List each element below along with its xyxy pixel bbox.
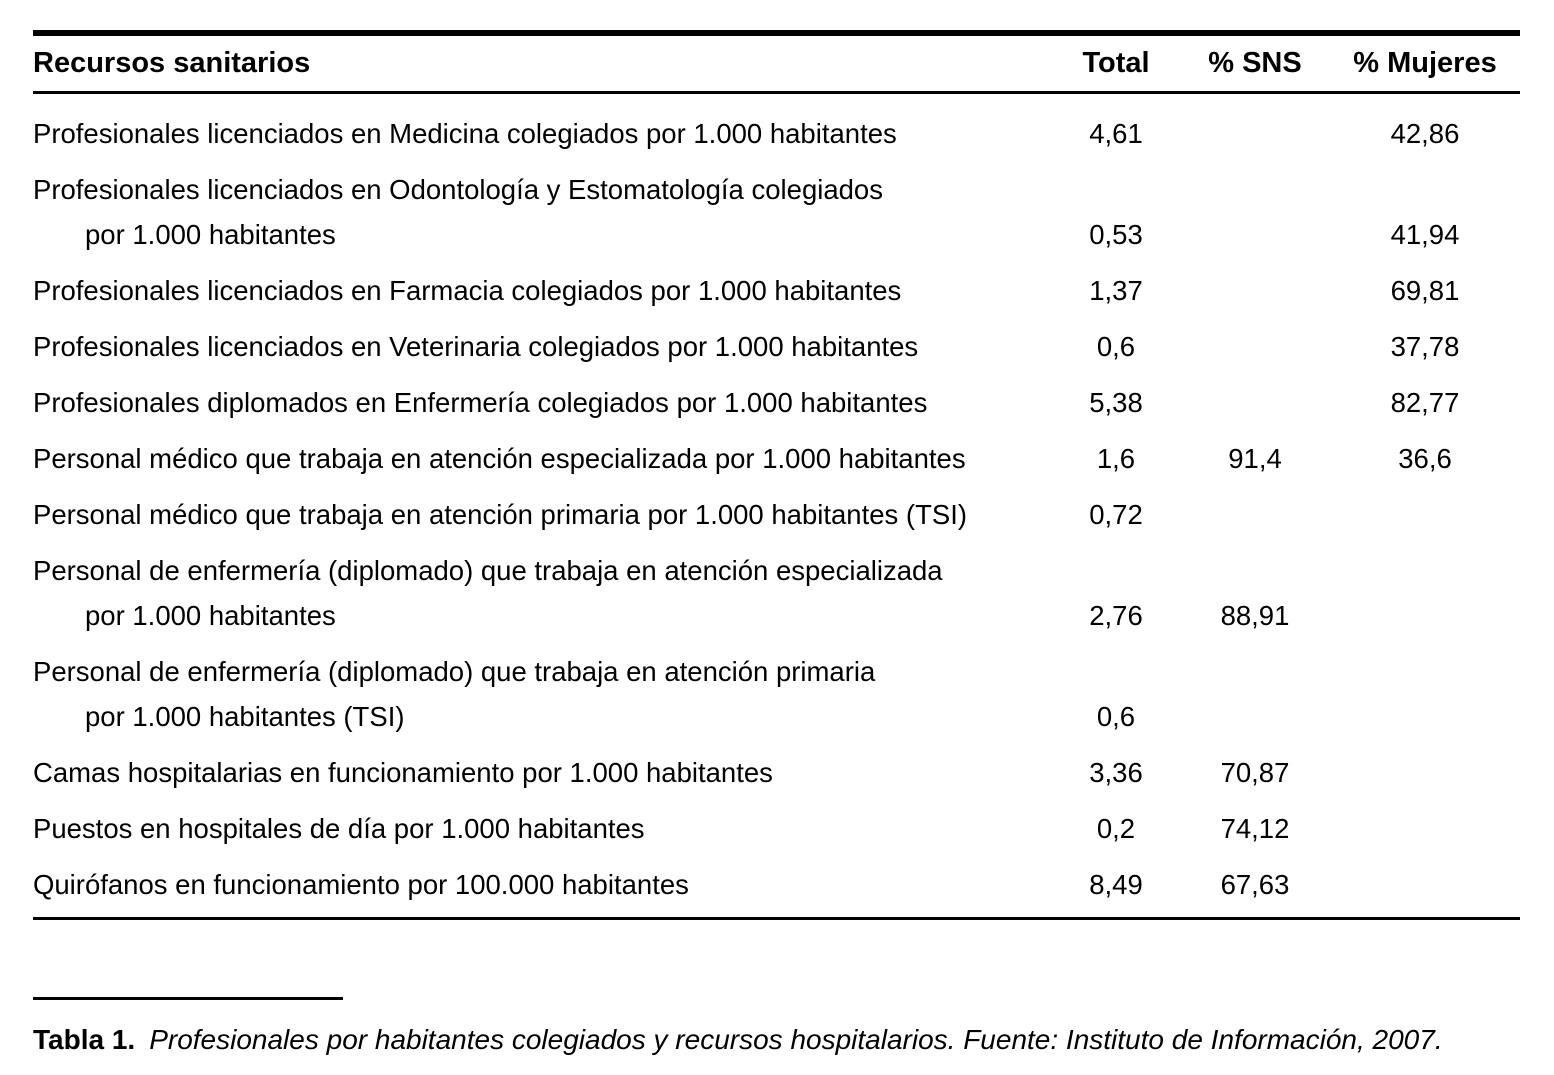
- row-sns-value: 91,4: [1228, 443, 1282, 474]
- row-mujeres-value: 36,6: [1398, 443, 1452, 474]
- row-label-continuation: por 1.000 habitantes (TSI): [85, 701, 405, 732]
- row-sns-value: 74,12: [1220, 813, 1290, 844]
- table-row: Camas hospitalarias en funcionamiento po…: [33, 739, 1520, 795]
- row-mujeres-value: 41,94: [1390, 219, 1460, 250]
- table-caption: Tabla 1. Profesionales por habitantes col…: [33, 1022, 1520, 1058]
- row-label-line: Personal de enfermería (diplomado) que t…: [33, 656, 876, 687]
- row-total-value: 3,36: [1089, 757, 1143, 788]
- row-total-value: 0,2: [1096, 813, 1136, 844]
- row-label: Profesionales licenciados en Medicina co…: [33, 111, 1052, 156]
- row-total-value: 4,61: [1089, 118, 1143, 149]
- caption-text: Profesionales por habitantes colegiados …: [149, 1024, 1443, 1055]
- column-header-total: Total: [1082, 47, 1150, 79]
- row-label: Profesionales licenciados en Veterinaria…: [33, 324, 1052, 369]
- table-body: Profesionales licenciados en Medicina co…: [33, 94, 1520, 920]
- table-row: Personal de enfermería (diplomado) que t…: [33, 537, 1520, 638]
- caption-label: Tabla 1.: [33, 1024, 136, 1055]
- column-header-sns: % SNS: [1208, 47, 1302, 79]
- row-label: Puestos en hospitales de día por 1.000 h…: [33, 806, 1052, 851]
- row-mujeres-value: 42,86: [1390, 118, 1460, 149]
- row-label-line: Puestos en hospitales de día por 1.000 h…: [33, 813, 645, 844]
- row-label: Personal de enfermería (diplomado) que t…: [33, 649, 1052, 739]
- table-row: Profesionales licenciados en Odontología…: [33, 156, 1520, 257]
- column-header-mujeres: % Mujeres: [1353, 47, 1497, 79]
- row-label: Personal médico que trabaja en atención …: [33, 492, 1052, 537]
- table-row: Profesionales licenciados en Medicina co…: [33, 100, 1520, 156]
- row-label: Profesionales licenciados en Farmacia co…: [33, 268, 1052, 313]
- row-mujeres-value: 82,77: [1390, 387, 1460, 418]
- row-label: Personal de enfermería (diplomado) que t…: [33, 548, 1052, 638]
- row-label-line: Profesionales licenciados en Odontología…: [33, 174, 883, 205]
- row-label: Personal médico que trabaja en atención …: [33, 436, 1052, 481]
- row-total-value: 0,6: [1096, 331, 1136, 362]
- row-total-value: 0,72: [1089, 499, 1143, 530]
- row-mujeres-value: 69,81: [1390, 275, 1460, 306]
- row-label-line: Profesionales licenciados en Medicina co…: [33, 118, 897, 149]
- row-label-line: Personal médico que trabaja en atención …: [33, 443, 966, 474]
- table-row: Profesionales licenciados en Veterinaria…: [33, 313, 1520, 369]
- row-total-value: 5,38: [1089, 387, 1143, 418]
- column-header-recursos-sanitarios: Recursos sanitarios: [33, 47, 311, 79]
- footnote-separator-rule: [33, 997, 343, 1000]
- row-mujeres-value: 37,78: [1390, 331, 1460, 362]
- row-total-value: 2,76: [1089, 600, 1143, 631]
- table-row: Personal médico que trabaja en atención …: [33, 481, 1520, 537]
- table-1: Recursos sanitarios Total % SNS % Mujere…: [33, 30, 1520, 1058]
- row-sns-value: 67,63: [1220, 869, 1290, 900]
- row-label-line: Quirófanos en funcionamiento por 100.000…: [33, 869, 689, 900]
- row-label-line: Personal de enfermería (diplomado) que t…: [33, 555, 943, 586]
- table-row: Quirófanos en funcionamiento por 100.000…: [33, 851, 1520, 907]
- row-label-continuation: por 1.000 habitantes: [85, 600, 336, 631]
- row-total-value: 1,6: [1096, 443, 1136, 474]
- table-header-row: Recursos sanitarios Total % SNS % Mujere…: [33, 36, 1520, 94]
- row-total-value: 0,6: [1096, 701, 1136, 732]
- table-row: Puestos en hospitales de día por 1.000 h…: [33, 795, 1520, 851]
- row-label-line: Profesionales diplomados en Enfermería c…: [33, 387, 928, 418]
- table-row: Personal de enfermería (diplomado) que t…: [33, 638, 1520, 739]
- row-label: Profesionales diplomados en Enfermería c…: [33, 380, 1052, 425]
- table-top-rule: [33, 30, 1520, 36]
- row-total-value: 1,37: [1089, 275, 1143, 306]
- row-label-line: Profesionales licenciados en Veterinaria…: [33, 331, 919, 362]
- row-sns-value: 88,91: [1220, 600, 1290, 631]
- table-row: Profesionales diplomados en Enfermería c…: [33, 369, 1520, 425]
- row-label-line: Profesionales licenciados en Farmacia co…: [33, 275, 902, 306]
- row-label-continuation: por 1.000 habitantes: [85, 219, 336, 250]
- row-total-value: 8,49: [1089, 869, 1143, 900]
- row-label-line: Camas hospitalarias en funcionamiento po…: [33, 757, 773, 788]
- table-row: Personal médico que trabaja en atención …: [33, 425, 1520, 481]
- row-total-value: 0,53: [1089, 219, 1143, 250]
- row-label: Profesionales licenciados en Odontología…: [33, 167, 1052, 257]
- row-label-line: Personal médico que trabaja en atención …: [33, 499, 968, 530]
- table-row: Profesionales licenciados en Farmacia co…: [33, 257, 1520, 313]
- row-label: Quirófanos en funcionamiento por 100.000…: [33, 862, 1052, 907]
- row-sns-value: 70,87: [1220, 757, 1290, 788]
- row-label: Camas hospitalarias en funcionamiento po…: [33, 750, 1052, 795]
